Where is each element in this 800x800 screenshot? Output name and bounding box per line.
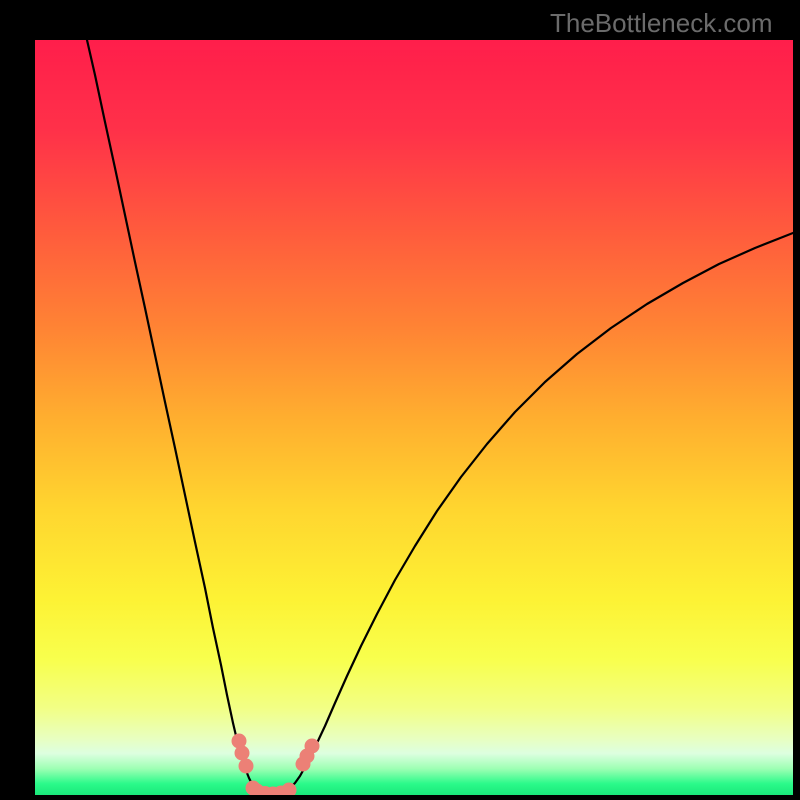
marker-point [235,746,249,760]
chart-plot [35,40,793,795]
gradient-background [35,40,793,795]
marker-point [282,783,296,795]
marker-point [239,759,253,773]
marker-point [305,739,319,753]
stage: TheBottleneck.com [0,0,800,800]
watermark-text: TheBottleneck.com [550,8,773,39]
